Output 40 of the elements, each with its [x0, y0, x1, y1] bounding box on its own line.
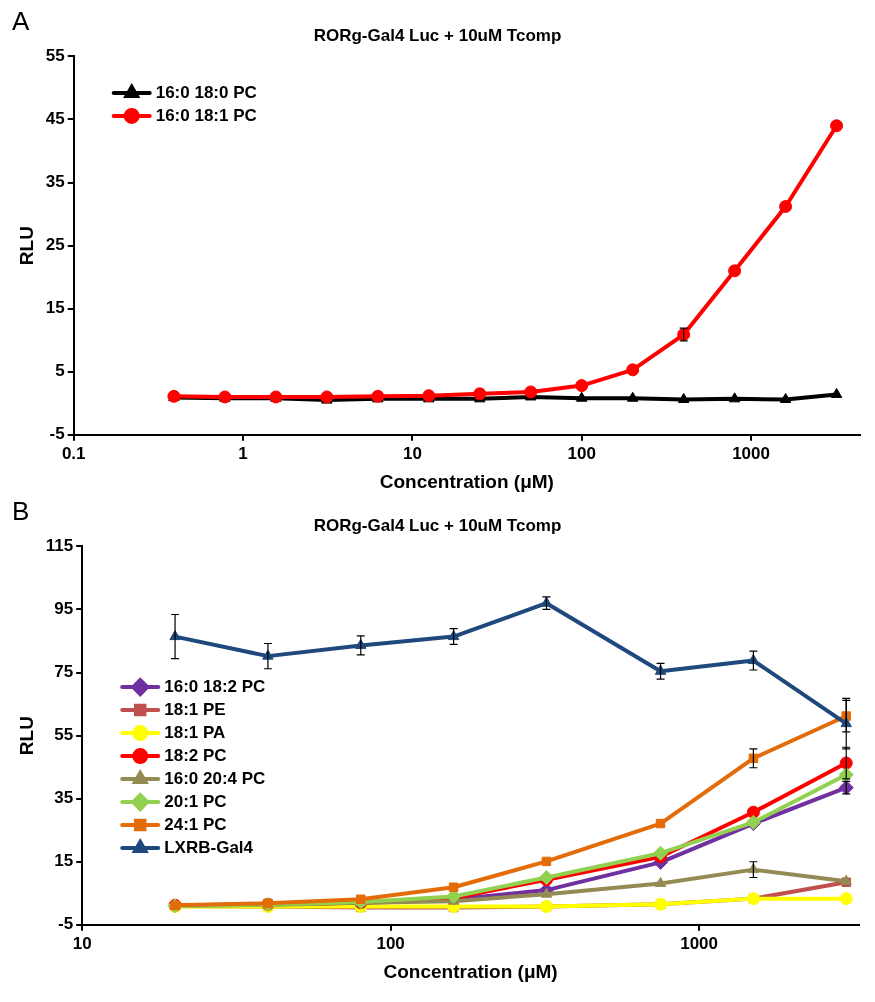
text: B — [12, 496, 30, 527]
legend-label: 16:0 20:4 PC — [164, 768, 266, 788]
y-tick-label: 55 — [45, 46, 65, 66]
y-tick-label: 35 — [54, 788, 74, 808]
chart-title: RORg-Gal4 Luc + 10uM Tcomp — [313, 515, 562, 535]
legend-label: 16:0 18:1 PC — [155, 105, 257, 125]
y-tick-label: 115 — [45, 536, 74, 556]
y-tick-label: 55 — [54, 725, 74, 745]
x-tick-label: 1 — [238, 443, 248, 463]
legend-label: 16:0 18:2 PC — [164, 676, 266, 696]
y-tick-label: 5 — [55, 361, 65, 381]
y-tick-label: 75 — [54, 662, 74, 682]
legend-label: LXRB-Gal4 — [164, 837, 254, 857]
y-tick-label: 95 — [54, 599, 74, 619]
x-axis-title: Concentration (μM) — [383, 960, 558, 982]
x-tick-label: 0.1 — [61, 443, 86, 463]
chart-title: RORg-Gal4 Luc + 10uM Tcomp — [313, 25, 562, 45]
legend-label: 18:1 PA — [164, 722, 226, 742]
y-axis-title: RLU — [15, 226, 37, 266]
x-tick-label: 1000 — [732, 443, 770, 463]
x-tick-label: 100 — [567, 443, 596, 463]
y-axis-title: RLU — [15, 716, 37, 756]
y-tick-label: 25 — [45, 235, 65, 255]
y-tick-label: -5 — [49, 424, 65, 444]
y-tick-label: 45 — [45, 109, 65, 129]
y-tick-label: 15 — [54, 851, 74, 871]
x-tick-label: 10 — [402, 443, 422, 463]
y-tick-label: 15 — [45, 298, 65, 318]
y-tick-label: 35 — [45, 172, 65, 192]
x-tick-label: 10 — [72, 933, 92, 953]
x-tick-label: 100 — [376, 933, 405, 953]
text: A — [12, 6, 30, 37]
legend-label: 18:1 PE — [164, 699, 226, 719]
x-axis-title: Concentration (μM) — [379, 470, 554, 492]
legend-label: 24:1 PC — [164, 814, 227, 834]
legend-label: 20:1 PC — [164, 791, 227, 811]
y-tick-label: -5 — [58, 914, 74, 934]
legend-label: 18:2 PC — [164, 745, 227, 765]
x-tick-label: 1000 — [680, 933, 718, 953]
legend-label: 16:0 18:0 PC — [155, 82, 257, 102]
